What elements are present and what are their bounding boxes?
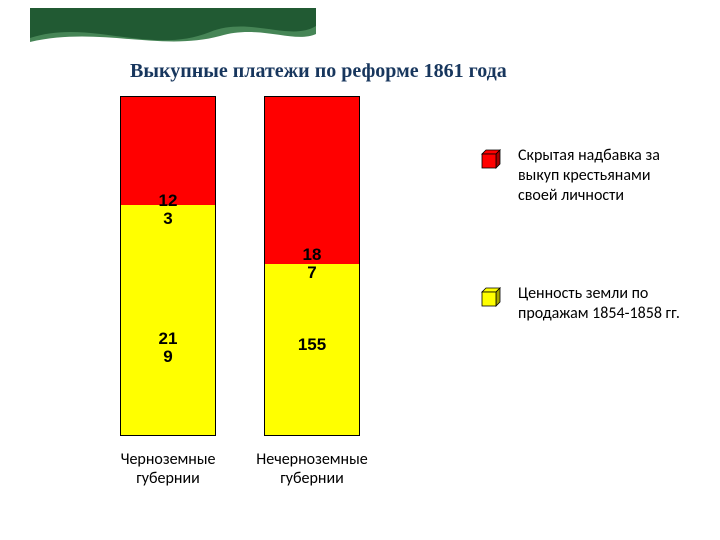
bar-nonchernozem-label-surcharge: 187 — [264, 246, 360, 282]
legend-label: Ценность земли по продажам 1854-1858 гг. — [518, 284, 693, 324]
chart: 123 219 Черноземные губернии 187 155 Неч… — [0, 0, 720, 540]
bar-chernozem — [120, 96, 216, 436]
bar-chernozem-label-land: 219 — [120, 330, 216, 366]
bar-chernozem-category: Черноземные губернии — [96, 450, 240, 488]
bar-chernozem-seg-surcharge — [121, 97, 215, 205]
bar-nonchernozem-label-land: 155 — [264, 336, 360, 354]
legend-cube-icon — [478, 148, 502, 172]
bar-nonchernozem-seg-surcharge — [265, 97, 359, 264]
legend-label: Скрытая надбавка за выкуп крестьянами св… — [518, 146, 693, 206]
legend-cube-icon — [478, 286, 502, 310]
bar-nonchernozem-category: Нечерноземные губернии — [240, 450, 384, 488]
bar-chernozem-seg-land — [121, 205, 215, 436]
bar-chernozem-label-surcharge: 123 — [120, 192, 216, 228]
